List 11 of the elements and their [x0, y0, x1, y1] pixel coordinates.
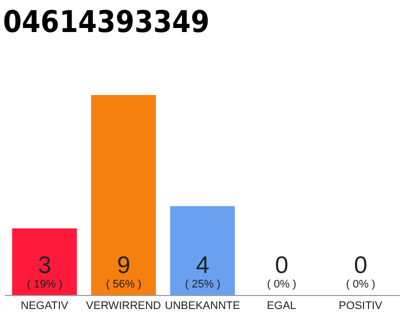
data-label: 4 ( 25% )	[185, 252, 220, 290]
x-tick-label: UNBEKANNTE	[164, 300, 240, 312]
x-tick-label: EGAL	[266, 300, 296, 312]
data-label: 9 ( 56% )	[106, 252, 142, 290]
data-label: 0 ( 0% )	[267, 252, 296, 290]
x-tick-label: VERWIRREND	[86, 300, 162, 312]
data-label: 0 ( 0% )	[346, 252, 376, 290]
x-tick-label: POSITIV	[338, 300, 383, 312]
x-tick-label: NEGATIV	[20, 300, 69, 312]
chart-title: 04614393349	[3, 5, 210, 40]
data-label: 3 ( 19% )	[27, 252, 62, 290]
